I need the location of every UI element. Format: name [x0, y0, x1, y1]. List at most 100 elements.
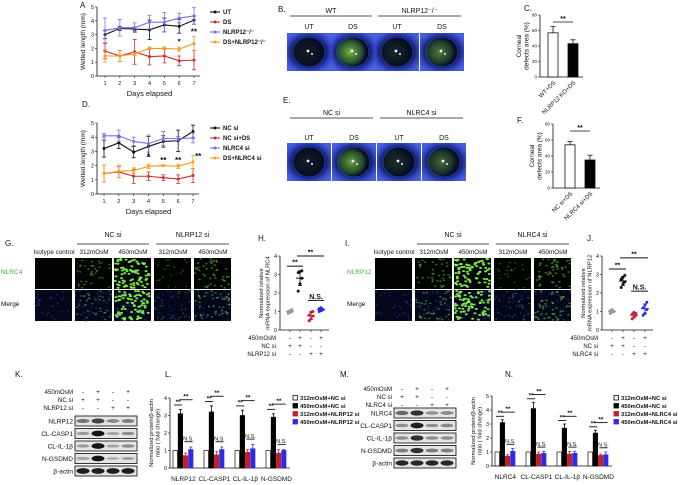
significance-marker: **	[160, 156, 167, 165]
cell-signal	[225, 297, 228, 299]
data-point	[192, 14, 196, 18]
panel-label-D: D.	[82, 100, 90, 109]
light-reflex	[350, 49, 354, 53]
cell-signal	[440, 286, 443, 289]
protein-band	[440, 436, 454, 440]
cell-signal	[559, 314, 562, 317]
nucleus	[375, 311, 377, 314]
cell-signal	[210, 290, 214, 293]
cell-signal	[209, 283, 212, 285]
nucleus	[392, 307, 395, 309]
cell-signal	[211, 294, 214, 296]
cell-signal	[550, 262, 554, 265]
significance-marker: **	[615, 262, 621, 269]
nucleus	[51, 315, 53, 318]
nucleus	[502, 294, 505, 297]
cell-signal	[94, 298, 97, 301]
cell-signal	[439, 280, 442, 282]
cell-signal	[496, 268, 500, 270]
cell-signal	[121, 282, 125, 285]
nucleus	[533, 313, 536, 316]
cell-signal	[479, 293, 483, 296]
nucleus	[483, 290, 486, 293]
cell-signal	[423, 309, 426, 311]
eye-image	[377, 143, 421, 181]
cell-signal	[425, 299, 428, 302]
cell-signal	[466, 309, 470, 312]
cell-signal	[427, 311, 431, 314]
cell-signal	[140, 300, 144, 303]
panel-label-I: I.	[345, 239, 349, 248]
nucleus	[562, 318, 565, 321]
legend-label: 450mOsM+NLRP12 si	[300, 420, 360, 426]
cell-signal	[143, 306, 147, 309]
cell-signal	[511, 295, 515, 297]
cell-signal	[545, 305, 548, 307]
cell-signal	[486, 258, 490, 261]
column-label: DS	[348, 24, 358, 31]
cell-signal	[108, 267, 111, 270]
cell-signal	[475, 265, 479, 268]
nucleus	[80, 313, 83, 316]
cell-signal	[525, 278, 528, 281]
protein-band	[76, 431, 90, 436]
cell-signal	[207, 305, 211, 308]
data-point	[290, 308, 294, 312]
nucleus	[488, 316, 490, 319]
cell-signal	[425, 291, 429, 294]
data-point	[117, 169, 121, 173]
cell-signal	[194, 300, 197, 302]
x-tick-label: WT+DS	[538, 80, 557, 99]
nucleus	[37, 301, 40, 304]
cell-signal	[120, 307, 124, 310]
light-reflex	[446, 163, 448, 165]
nucleus	[227, 318, 229, 321]
protein-band	[425, 436, 439, 440]
nucleus	[41, 311, 44, 314]
nucleus	[471, 315, 474, 318]
nucleus	[106, 301, 108, 304]
cell-signal	[458, 295, 462, 298]
data-point	[103, 54, 107, 58]
cell-signal	[470, 296, 474, 299]
cell-signal	[114, 299, 118, 302]
legend-swatch	[292, 403, 298, 409]
nucleus	[56, 302, 59, 305]
cell-signal	[560, 297, 564, 300]
cell-signal	[457, 307, 461, 310]
cell-signal	[550, 281, 554, 283]
cell-signal	[453, 307, 457, 310]
y-tick-label: 2	[274, 291, 277, 297]
cell-signal	[76, 270, 79, 272]
cell-signal	[134, 271, 138, 274]
significance-marker: **	[505, 406, 511, 413]
nucleus	[84, 320, 87, 322]
cell-signal	[551, 308, 555, 311]
blot-strip	[74, 440, 138, 452]
cell-signal	[442, 274, 446, 276]
significance-marker: **	[245, 394, 251, 401]
cell-signal	[92, 274, 95, 277]
condition-label: 450mOsM	[248, 336, 276, 342]
cell-signal	[439, 258, 443, 261]
cell-signal	[133, 308, 137, 311]
eye-image	[287, 143, 331, 181]
cell-signal	[565, 305, 569, 308]
y-tick-label: 5	[486, 394, 489, 400]
condition-sign: -	[401, 402, 403, 409]
protein-band	[440, 411, 454, 415]
cell-signal	[453, 304, 457, 307]
panel-label-N: N.	[505, 370, 513, 379]
nucleus	[568, 290, 571, 293]
light-reflex	[401, 163, 403, 165]
cell-signal	[143, 304, 147, 307]
cell-signal	[183, 316, 186, 318]
nucleus	[519, 312, 522, 314]
blot-label: β-actin	[53, 469, 73, 476]
blot-strip	[393, 420, 457, 431]
nucleus	[498, 298, 500, 301]
cell-signal	[534, 315, 537, 318]
cell-signal	[418, 264, 422, 267]
nucleus	[221, 310, 223, 313]
axis-title-line: defects area (%)	[536, 132, 543, 180]
